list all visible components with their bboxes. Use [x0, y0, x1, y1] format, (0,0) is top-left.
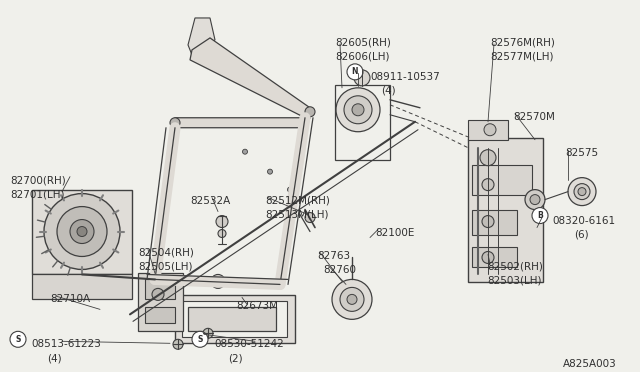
Bar	[32, 275, 132, 299]
Text: 82763: 82763	[317, 251, 350, 262]
Text: 82760: 82760	[323, 266, 356, 275]
Text: 08513-61223: 08513-61223	[31, 339, 101, 349]
Circle shape	[203, 328, 213, 338]
Bar	[175, 295, 295, 343]
Bar	[138, 273, 183, 331]
Polygon shape	[190, 38, 310, 118]
Circle shape	[482, 215, 494, 228]
Text: 82512M(RH): 82512M(RH)	[265, 196, 330, 206]
Text: 82513M(LH): 82513M(LH)	[265, 209, 328, 219]
Circle shape	[152, 288, 164, 300]
Text: 82575: 82575	[565, 148, 598, 158]
Circle shape	[268, 169, 273, 174]
Circle shape	[352, 104, 364, 116]
Circle shape	[482, 179, 494, 190]
Polygon shape	[188, 18, 215, 55]
Bar	[145, 279, 175, 299]
Circle shape	[287, 187, 292, 192]
Text: N: N	[352, 67, 358, 76]
Bar	[188, 307, 276, 331]
Circle shape	[530, 195, 540, 205]
Text: 82100E: 82100E	[375, 228, 414, 238]
Text: 08320-6161: 08320-6161	[552, 215, 615, 225]
Circle shape	[578, 187, 586, 196]
Bar	[32, 190, 132, 275]
Circle shape	[574, 184, 590, 200]
Circle shape	[211, 275, 225, 288]
Circle shape	[347, 294, 357, 304]
Text: 82673M: 82673M	[236, 301, 278, 311]
Circle shape	[10, 331, 26, 347]
Text: 82700(RH): 82700(RH)	[10, 176, 66, 186]
Text: 08530-51242: 08530-51242	[214, 339, 284, 349]
Text: 82576M(RH): 82576M(RH)	[490, 38, 555, 48]
Text: 08911-10537: 08911-10537	[370, 72, 440, 82]
Circle shape	[532, 208, 548, 224]
Circle shape	[347, 64, 363, 80]
Text: 82532A: 82532A	[190, 196, 230, 206]
Bar	[145, 307, 175, 323]
Text: 82504(RH): 82504(RH)	[138, 247, 194, 257]
Bar	[472, 247, 517, 267]
Circle shape	[340, 288, 364, 311]
Bar	[472, 165, 532, 195]
Circle shape	[482, 251, 494, 263]
Bar	[472, 209, 517, 234]
Circle shape	[218, 230, 226, 237]
Bar	[468, 138, 543, 282]
Circle shape	[344, 96, 372, 124]
Circle shape	[44, 193, 120, 269]
Circle shape	[336, 88, 380, 132]
Circle shape	[354, 70, 370, 86]
Text: 82605(RH): 82605(RH)	[335, 38, 391, 48]
Text: 82505(LH): 82505(LH)	[138, 262, 193, 272]
Text: 82710A: 82710A	[50, 294, 90, 304]
Polygon shape	[172, 118, 310, 128]
Text: A825A003: A825A003	[563, 359, 617, 369]
Circle shape	[525, 190, 545, 209]
Circle shape	[216, 215, 228, 228]
Text: 82606(LH): 82606(LH)	[335, 52, 390, 62]
Circle shape	[243, 149, 248, 154]
Circle shape	[77, 227, 87, 237]
Circle shape	[568, 178, 596, 206]
Text: 82701(LH): 82701(LH)	[10, 190, 65, 200]
Circle shape	[332, 279, 372, 319]
Circle shape	[484, 124, 496, 136]
Circle shape	[480, 150, 496, 166]
Text: 82577M(LH): 82577M(LH)	[490, 52, 554, 62]
Circle shape	[170, 118, 180, 128]
Text: 82570M: 82570M	[513, 112, 555, 122]
Text: (6): (6)	[574, 230, 589, 240]
Circle shape	[305, 212, 315, 222]
Circle shape	[57, 206, 107, 256]
Bar	[468, 120, 508, 140]
Circle shape	[215, 278, 221, 285]
Text: B: B	[537, 211, 543, 220]
Circle shape	[70, 219, 94, 244]
Text: 82502(RH): 82502(RH)	[487, 262, 543, 272]
Text: (2): (2)	[228, 353, 243, 363]
Text: S: S	[15, 335, 20, 344]
Text: (4): (4)	[381, 86, 396, 96]
Circle shape	[305, 107, 315, 117]
Text: S: S	[197, 335, 203, 344]
Bar	[182, 301, 287, 337]
Circle shape	[173, 339, 183, 349]
Circle shape	[192, 331, 208, 347]
Text: (4): (4)	[47, 353, 61, 363]
Bar	[335, 85, 390, 160]
Text: 82503(LH): 82503(LH)	[487, 275, 541, 285]
